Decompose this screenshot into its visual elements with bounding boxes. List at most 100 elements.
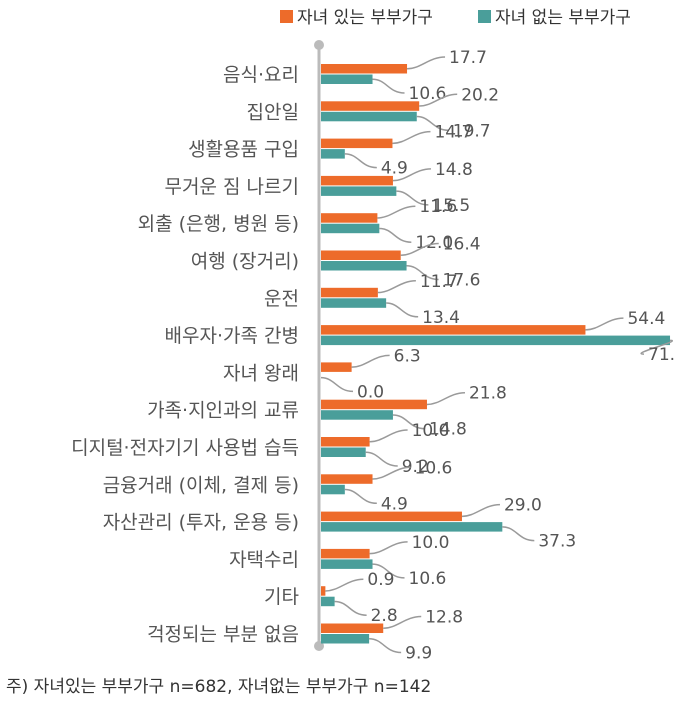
bar-with-children [321,64,408,74]
bar-without-children [321,298,387,308]
value-label: 19.7 [453,121,491,141]
category-label: 생활용품 구입 [188,139,299,161]
bar-without-children [321,596,335,607]
leader-line [369,638,402,654]
category-label: 디지털·전자기기 사용법 습득 [71,437,299,459]
leader-line [379,227,412,243]
value-label: 14.8 [435,160,473,180]
leader-line [372,466,411,480]
leader-line [406,265,439,281]
leader-line [365,451,398,467]
value-label: 10.6 [409,569,447,589]
legend-swatch-0 [280,10,293,23]
legend-label-0: 자녀 있는 부부가구 [297,8,433,28]
bar-with-children [321,175,393,186]
category-label: 여행 (장거리) [191,251,299,273]
leader-line [392,130,431,145]
leader-line [334,600,367,616]
leader-line [407,56,446,70]
leader-line [377,205,416,219]
bar-with-children [321,325,586,335]
bar-without-children [321,261,407,271]
value-label: 11.7 [420,272,458,292]
leader-line [461,503,500,518]
bar-without-children [321,149,345,159]
value-label: 0.9 [367,570,394,590]
value-label: 13.4 [422,308,460,328]
bar-with-children [321,474,373,484]
leader-line [419,93,458,107]
leader-line [396,190,429,206]
value-label: 17.7 [449,48,487,68]
bar-with-children [321,437,370,447]
value-label: 54.4 [627,309,665,329]
category-label: 자택수리 [229,549,299,571]
legend-label-1: 자녀 없는 부부가구 [495,8,631,28]
bar-without-children [321,335,671,346]
value-label: 0.0 [357,382,384,402]
leader-line [640,339,674,355]
category-label: 가족·지인과의 교류 [147,400,299,422]
value-label: 37.3 [538,532,576,552]
bar-without-children [321,522,503,532]
category-label: 집안일 [247,101,299,123]
leader-line [426,391,465,406]
bar-with-children [321,250,401,260]
category-label: 외출 (은행, 병원 등) [138,213,299,235]
bar-without-children [321,74,373,84]
category-label: 자산관리 (투자, 운용 등) [103,512,299,534]
leader-line [372,563,405,579]
bar-with-children [321,586,326,596]
value-label: 2.8 [371,606,398,626]
value-label: 4.9 [381,494,408,514]
leader-line [369,541,408,555]
value-label: 10.0 [412,421,450,441]
bar-with-children [321,287,378,298]
legend-swatch-1 [478,10,491,23]
value-label: 20.2 [461,85,499,105]
leader-line [502,526,535,542]
leader-line [392,168,431,182]
category-label: 금융거래 (이체, 결제 등) [103,474,299,496]
category-label: 무거운 짐 나르기 [165,176,299,198]
value-label: 10.0 [412,533,450,553]
bar-without-children [321,634,370,644]
value-label: 71.8 [648,345,676,365]
value-label: 10.6 [415,458,453,478]
bar-without-children [321,111,417,122]
bar-with-children [321,138,393,149]
value-label: 11.6 [419,197,457,217]
leader-line [400,242,439,256]
value-label: 14.8 [429,420,467,440]
category-label: 기타 [264,586,299,608]
axis-dot-top [314,40,324,50]
leader-line [377,280,416,294]
value-label: 16.4 [443,235,481,255]
category-label: 걱정되는 부분 없음 [147,624,299,646]
bar-with-children [321,623,384,633]
bar-with-children [321,511,462,522]
leader-line [320,376,354,393]
bar-without-children [321,410,393,420]
leader-line [416,115,449,132]
value-label: 9.2 [402,457,429,477]
value-label: 17.6 [443,271,481,291]
value-label: 21.8 [469,384,507,404]
leader-line [585,317,624,331]
leader-line [344,153,377,169]
bar-with-children [321,101,420,111]
value-label: 6.3 [394,346,421,366]
category-label: 음식·요리 [223,64,299,86]
value-label: 12.8 [425,608,463,628]
leader-line [372,78,405,94]
leader-line [392,414,425,430]
bar-without-children [321,559,373,569]
category-label: 운전 [264,288,299,310]
bar-without-children [321,223,380,234]
bar-without-children [321,484,345,495]
bar-with-children [321,213,378,223]
value-label: 29.0 [504,496,542,516]
leader-line [344,488,377,505]
